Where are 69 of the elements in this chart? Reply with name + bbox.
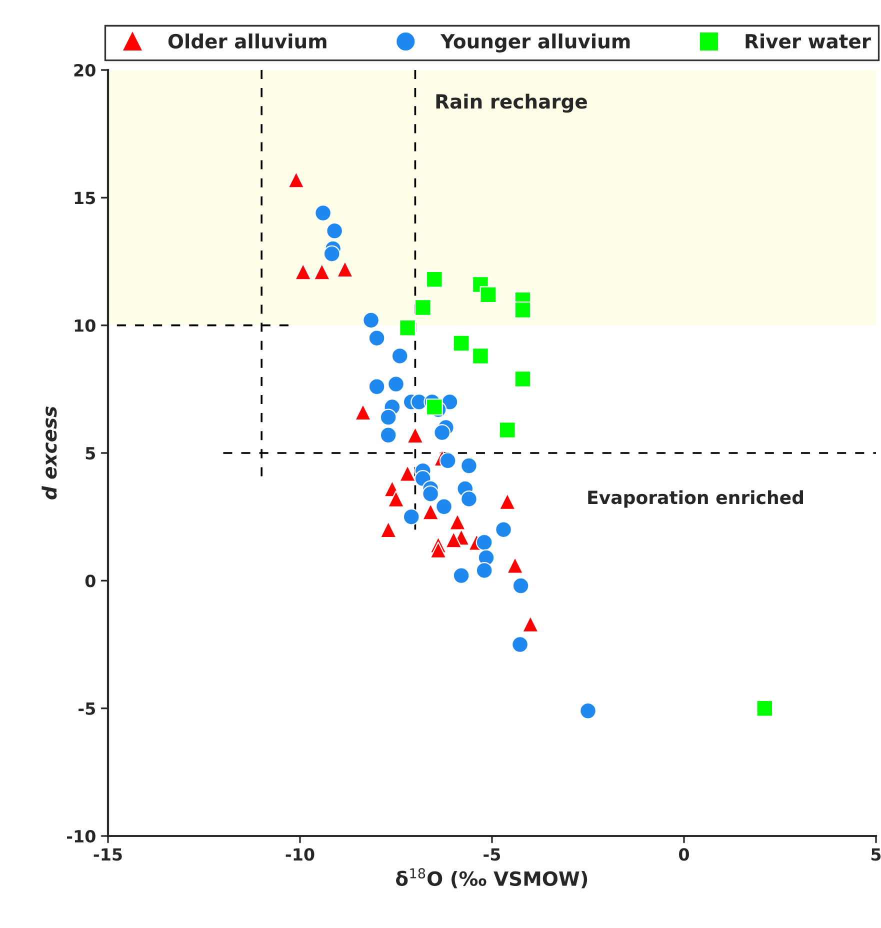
point <box>472 348 489 364</box>
y-tick-label: -10 <box>66 830 96 843</box>
point <box>313 263 330 280</box>
point <box>402 508 420 526</box>
point <box>326 222 344 240</box>
x-tick-label: 5 <box>871 848 881 861</box>
point <box>480 286 497 304</box>
point <box>436 498 452 516</box>
point <box>368 378 386 396</box>
point <box>399 464 416 482</box>
point <box>354 404 372 421</box>
point <box>388 376 404 393</box>
point <box>756 700 774 717</box>
point <box>448 513 466 530</box>
point <box>439 452 456 470</box>
point <box>430 542 447 558</box>
point <box>498 493 516 510</box>
y-axis-title: d excess <box>42 406 57 500</box>
point <box>362 312 380 329</box>
point <box>380 426 397 444</box>
point <box>476 562 493 579</box>
point <box>380 521 397 538</box>
point <box>445 531 462 548</box>
y-tick-label: 5 <box>86 447 96 460</box>
legend-label: River water <box>746 34 871 49</box>
point <box>512 636 529 653</box>
y-tick-label: 20 <box>74 64 96 77</box>
point <box>414 298 432 316</box>
point <box>288 171 305 188</box>
point <box>391 348 408 364</box>
point <box>514 302 532 318</box>
point <box>336 260 354 278</box>
y-tick-label: -5 <box>78 702 96 715</box>
point <box>514 370 532 388</box>
y-tick-label: 0 <box>85 574 96 588</box>
x-tick-label: -10 <box>286 848 314 861</box>
point <box>380 408 397 426</box>
y-tick-label: 15 <box>74 192 96 204</box>
point <box>368 330 386 347</box>
point <box>422 485 440 502</box>
point <box>434 424 451 442</box>
legend-label: Younger alluvium <box>440 34 630 52</box>
point <box>426 398 443 416</box>
point <box>426 270 443 288</box>
point <box>314 204 332 222</box>
point <box>580 702 596 720</box>
point <box>294 263 312 280</box>
point <box>406 426 424 444</box>
point <box>452 567 470 584</box>
point <box>323 245 340 262</box>
x-tick-label: 0 <box>679 848 689 861</box>
point <box>498 422 516 438</box>
band-label: Rain recharge <box>436 94 587 113</box>
point <box>512 577 530 594</box>
y-tick-label: 10 <box>74 319 96 332</box>
point <box>476 534 493 551</box>
x-axis-title: δ$^{18}$O (‰ VSMOW) <box>396 868 588 888</box>
point <box>460 490 478 508</box>
point <box>399 319 416 336</box>
x-tick-label: -5 <box>484 848 500 861</box>
point <box>522 616 539 633</box>
point <box>388 490 404 508</box>
annotation: Evaporation enriched <box>588 490 803 508</box>
point <box>495 521 512 538</box>
point <box>452 334 470 352</box>
point <box>506 556 524 574</box>
legend-label: Older alluvium <box>168 34 326 49</box>
x-tick-label: -15 <box>94 848 122 861</box>
point <box>460 457 478 474</box>
